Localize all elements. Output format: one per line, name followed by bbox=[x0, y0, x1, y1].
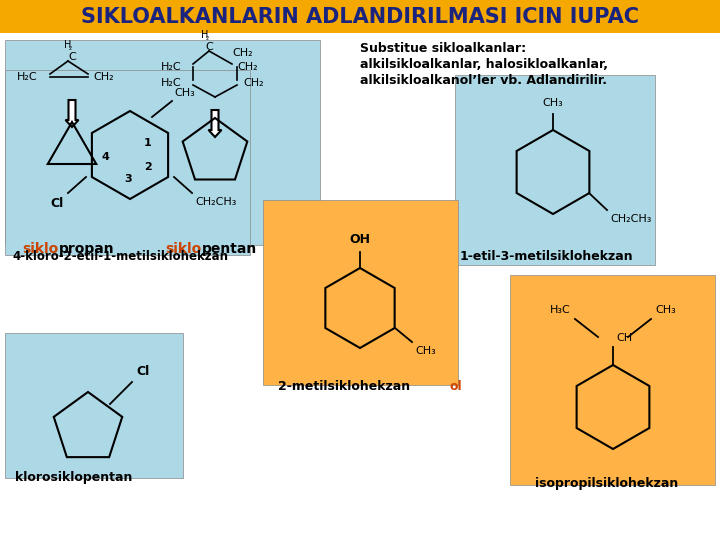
Text: CH: CH bbox=[616, 333, 632, 343]
Text: CH₃: CH₃ bbox=[415, 346, 436, 356]
Text: C: C bbox=[205, 42, 213, 52]
Text: H: H bbox=[64, 40, 72, 50]
Text: siklo: siklo bbox=[165, 242, 202, 256]
Text: CH₂: CH₂ bbox=[93, 72, 114, 82]
Text: CH₂CH₃: CH₂CH₃ bbox=[195, 197, 236, 207]
Text: CH₂: CH₂ bbox=[243, 78, 264, 88]
Text: CH₃: CH₃ bbox=[174, 88, 194, 98]
Text: $_2$: $_2$ bbox=[68, 44, 73, 53]
Text: Substitue sikloalkanlar:: Substitue sikloalkanlar: bbox=[360, 42, 526, 55]
FancyArrow shape bbox=[209, 110, 222, 137]
Text: 2-metilsiklohekzan: 2-metilsiklohekzan bbox=[278, 381, 410, 394]
Text: 1-etil-3-metilsiklohekzan: 1-etil-3-metilsiklohekzan bbox=[460, 251, 634, 264]
Text: H₂C: H₂C bbox=[161, 62, 182, 72]
Text: H₂C: H₂C bbox=[17, 72, 38, 82]
Text: ol: ol bbox=[450, 381, 463, 394]
Text: CH₃: CH₃ bbox=[655, 305, 676, 315]
Text: CH₃: CH₃ bbox=[543, 98, 563, 108]
FancyBboxPatch shape bbox=[5, 70, 250, 255]
Text: CH₂: CH₂ bbox=[237, 62, 258, 72]
Text: klorosiklopentan: klorosiklopentan bbox=[15, 470, 132, 483]
FancyBboxPatch shape bbox=[455, 75, 655, 265]
Text: SIKLOALKANLARIN ADLANDIRILMASI ICIN IUPAC: SIKLOALKANLARIN ADLANDIRILMASI ICIN IUPA… bbox=[81, 7, 639, 27]
Text: 2: 2 bbox=[144, 162, 152, 172]
Text: siklo: siklo bbox=[22, 242, 58, 256]
Text: 4-kloro-2-etil-1-metilsiklohekzan: 4-kloro-2-etil-1-metilsiklohekzan bbox=[12, 251, 228, 264]
Text: isopropilsiklohekzan: isopropilsiklohekzan bbox=[535, 476, 678, 489]
Text: CH₂: CH₂ bbox=[232, 48, 253, 58]
FancyBboxPatch shape bbox=[5, 40, 320, 245]
Text: CH₂CH₃: CH₂CH₃ bbox=[610, 214, 652, 224]
Text: 1: 1 bbox=[144, 138, 152, 148]
FancyBboxPatch shape bbox=[5, 333, 183, 478]
Text: H₃C: H₃C bbox=[550, 305, 571, 315]
FancyBboxPatch shape bbox=[510, 275, 715, 485]
Text: C: C bbox=[68, 52, 76, 62]
Text: pentan: pentan bbox=[202, 242, 257, 256]
Text: $_2$: $_2$ bbox=[205, 35, 210, 43]
Text: alkilsikloalkanol’ler vb. Adlandirilir.: alkilsikloalkanol’ler vb. Adlandirilir. bbox=[360, 73, 607, 86]
Text: 3: 3 bbox=[124, 174, 132, 184]
Text: alkilsikloalkanlar, halosikloalkanlar,: alkilsikloalkanlar, halosikloalkanlar, bbox=[360, 57, 608, 71]
Text: 4: 4 bbox=[101, 152, 109, 162]
Text: propan: propan bbox=[59, 242, 114, 256]
FancyBboxPatch shape bbox=[0, 0, 720, 33]
Text: OH: OH bbox=[349, 233, 371, 246]
Text: H₂C: H₂C bbox=[161, 78, 182, 88]
FancyArrow shape bbox=[66, 100, 78, 127]
FancyBboxPatch shape bbox=[263, 200, 458, 385]
Text: Cl: Cl bbox=[136, 365, 149, 378]
Text: H: H bbox=[202, 30, 209, 40]
Text: Cl: Cl bbox=[50, 197, 64, 210]
